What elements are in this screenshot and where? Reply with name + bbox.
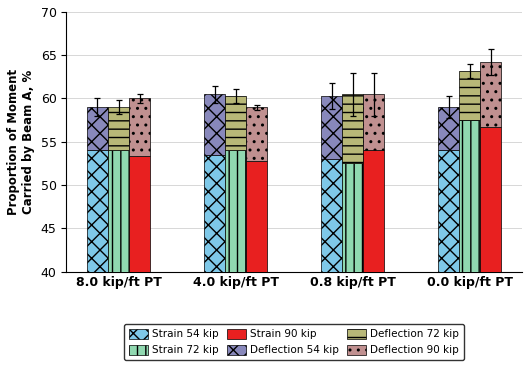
Bar (108, 107, 129, 151)
Bar (480, 127, 501, 272)
Bar (480, 62, 501, 127)
Bar (342, 163, 363, 272)
Bar (438, 107, 459, 151)
Bar (363, 94, 384, 151)
Y-axis label: Proportion of Moment
Carried by Beam A, %: Proportion of Moment Carried by Beam A, … (7, 69, 35, 215)
Bar (129, 156, 150, 272)
Bar (225, 96, 246, 151)
Bar (321, 159, 342, 272)
Bar (204, 155, 225, 272)
Bar (108, 151, 129, 272)
Legend: Strain 54 kip, Strain 72 kip, Strain 90 kip, Deflection 54 kip, Deflection 72 ki: Strain 54 kip, Strain 72 kip, Strain 90 … (124, 324, 464, 360)
Bar (204, 94, 225, 155)
Bar (246, 107, 267, 161)
Bar (129, 99, 150, 156)
Bar (87, 151, 108, 272)
Bar (363, 151, 384, 272)
Bar (438, 151, 459, 272)
Bar (225, 151, 246, 272)
Bar (342, 94, 363, 163)
Bar (87, 107, 108, 151)
Bar (459, 71, 480, 120)
Bar (459, 120, 480, 272)
Bar (321, 96, 342, 159)
Bar (246, 161, 267, 272)
